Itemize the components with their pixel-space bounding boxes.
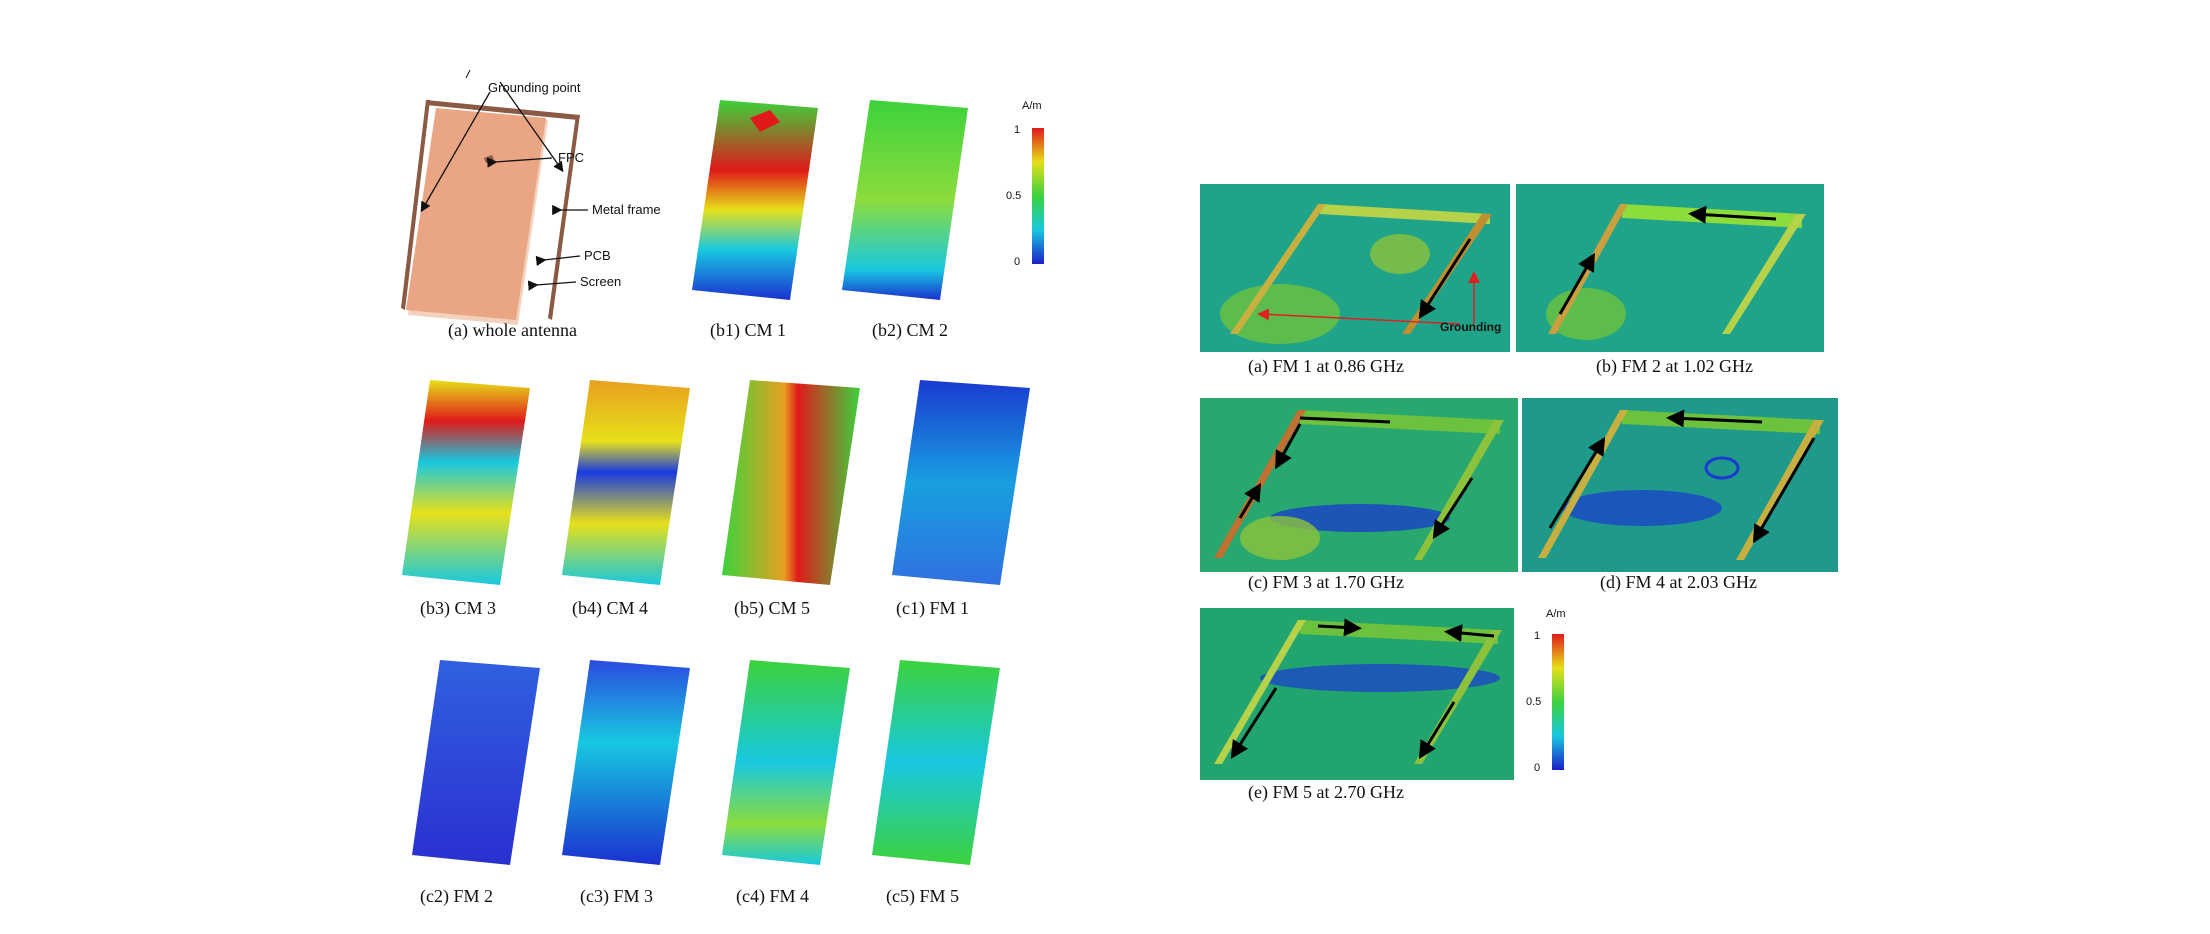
caption-cm1: (b1) CM 1	[710, 320, 786, 340]
grounding-label: Grounding	[1440, 320, 1502, 334]
caption-fm2-right: (b) FM 2 at 1.02 GHz	[1596, 356, 1753, 376]
caption-fm5-left: (c5) FM 5	[886, 886, 959, 906]
caption-cm4: (b4) CM 4	[572, 598, 648, 618]
fpc-label: FPC	[558, 150, 584, 165]
screen-label: Screen	[580, 274, 622, 289]
grounding-point-label: Grounding point	[488, 80, 581, 95]
fm1-current-plot-left	[892, 380, 1030, 585]
colorbar-unit-left: A/m	[1022, 100, 1042, 112]
fm4-frame-current-plot	[1522, 398, 1838, 572]
cm5-current-plot	[722, 380, 860, 585]
fm5-frame-current-plot	[1200, 608, 1514, 780]
fm2-frame-current-plot	[1516, 184, 1824, 352]
colorbar-left-tick-1: 1	[1014, 124, 1021, 136]
cm2-current-plot	[842, 100, 968, 300]
fm1-frame-current-plot	[1200, 184, 1510, 352]
caption-fm3-left: (c3) FM 3	[580, 886, 653, 906]
fm3-current-plot-left	[562, 660, 690, 865]
antenna-leader-lines	[420, 81, 588, 291]
caption-whole-antenna: (a) whole antenna	[448, 320, 577, 340]
caption-fm4-left: (c4) FM 4	[736, 886, 809, 906]
fm2-current-plot-left	[412, 660, 540, 865]
caption-fm3-right: (c) FM 3 at 1.70 GHz	[1248, 572, 1404, 592]
colorbar-right-tick-05: 0.5	[1526, 696, 1542, 708]
pcb-label: PCB	[584, 248, 611, 263]
caption-fm5-right: (e) FM 5 at 2.70 GHz	[1248, 782, 1404, 802]
colorbar-unit-right: A/m	[1546, 608, 1566, 620]
caption-fm1-left: (c1) FM 1	[896, 598, 969, 618]
caption-cm5: (b5) CM 5	[734, 598, 810, 618]
colorbar-left-tick-05: 0.5	[1006, 190, 1022, 202]
colorbar-left-tick-0: 0	[1014, 256, 1021, 268]
colorbar-left	[1032, 128, 1044, 264]
colorbar-right-tick-0: 0	[1534, 762, 1541, 774]
fm3-frame-current-plot	[1200, 398, 1518, 572]
caption-cm2: (b2) CM 2	[872, 320, 948, 340]
right-figure: Grounding (a) FM 1 at 0.86 GHz (b) FM 2 …	[1200, 180, 1860, 802]
fm5-current-plot-left	[872, 660, 1000, 865]
cm4-current-plot	[562, 380, 690, 585]
cm3-current-plot	[402, 380, 530, 585]
metal-frame-label: Metal frame	[592, 202, 661, 217]
caption-cm3: (b3) CM 3	[420, 598, 496, 618]
cm1-current-plot	[692, 100, 818, 300]
caption-fm2-left: (c2) FM 2	[420, 886, 493, 906]
colorbar-right	[1552, 634, 1564, 770]
left-figure: Grounding point FPC Metal frame PCB Scre…	[400, 70, 1080, 920]
fm4-current-plot-left	[722, 660, 850, 865]
caption-fm1-right: (a) FM 1 at 0.86 GHz	[1248, 356, 1404, 376]
colorbar-right-tick-1: 1	[1534, 630, 1541, 642]
caption-fm4-right: (d) FM 4 at 2.03 GHz	[1600, 572, 1757, 592]
